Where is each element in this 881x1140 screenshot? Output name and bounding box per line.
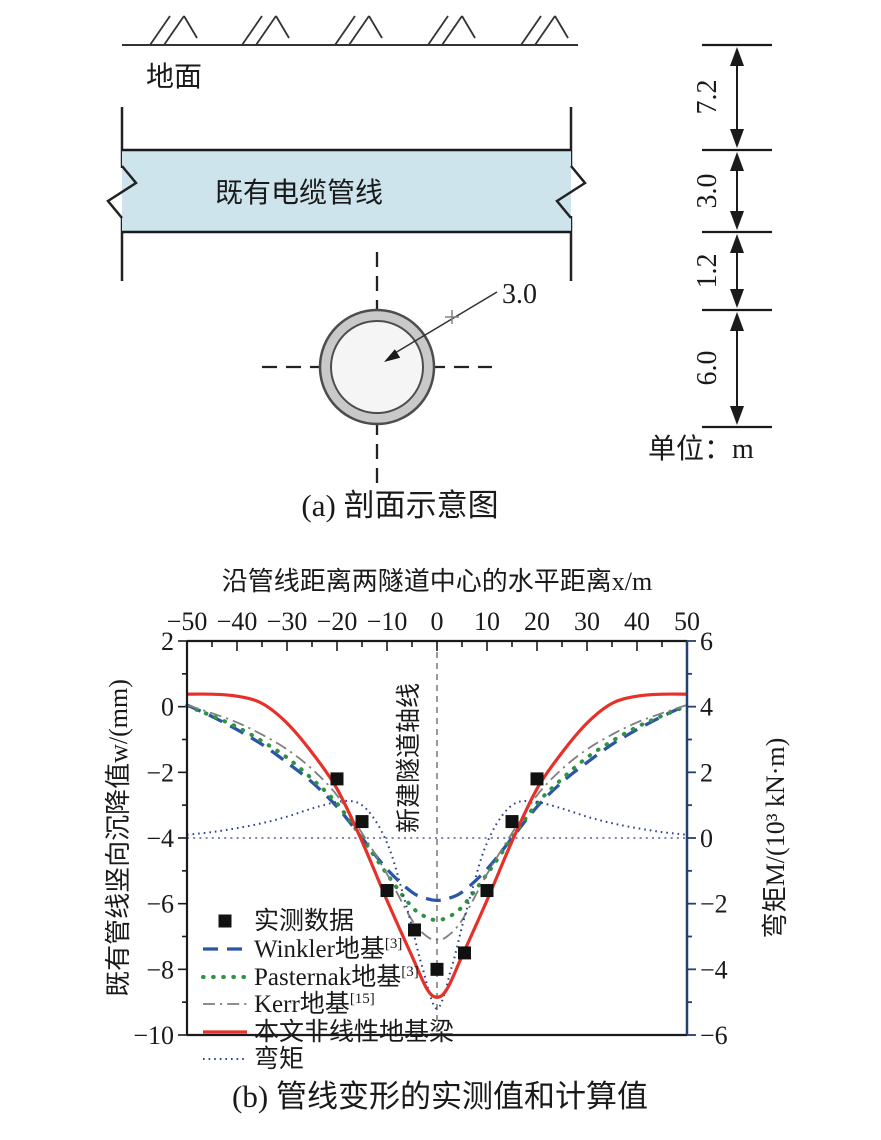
- svg-text:30: 30: [574, 607, 600, 636]
- ground-hatch-marks: [149, 15, 569, 46]
- dim-label-6-0: 6.0: [692, 351, 723, 386]
- unit-label: 单位：m: [648, 433, 754, 465]
- svg-text:−10: −10: [367, 607, 408, 636]
- chart-curves: [185, 692, 689, 1010]
- svg-text:−4: −4: [146, 824, 174, 853]
- svg-text:0: 0: [431, 607, 444, 636]
- top-axis-title: 沿管线距离两隧道中心的水平距离x/m: [222, 567, 652, 596]
- svg-text:−40: −40: [217, 607, 258, 636]
- chart-axes-ticks: −50 −40 −30 −20 −10 0 10 20 30 40 5020−2−4−6−8−106…: [133, 607, 727, 1050]
- tunnel-cross-section: 3.0: [262, 252, 537, 484]
- legend-label-moment: 弯矩: [254, 1045, 304, 1073]
- plot-frame: [185, 639, 689, 1037]
- svg-text:−20: −20: [317, 607, 358, 636]
- break-symbols: [106, 165, 587, 219]
- panel-a-section-diagram: 地面 既有电缆管线 3.0: [106, 15, 772, 523]
- svg-text:6: 6: [700, 627, 713, 656]
- panel-a-caption: (a) 剖面示意图: [301, 488, 498, 523]
- legend-markers: [201, 914, 249, 1060]
- dim-label-7-2: 7.2: [692, 80, 723, 115]
- svg-text:−50: −50: [167, 607, 208, 636]
- svg-text:0: 0: [700, 824, 713, 853]
- pipeline-label: 既有电缆管线: [215, 177, 383, 209]
- svg-text:−2: −2: [146, 758, 174, 787]
- legend-label-pasternak: Pasternak地基[3]: [254, 963, 419, 991]
- tunnel-lining-inner: [330, 320, 424, 414]
- svg-text:40: 40: [624, 607, 650, 636]
- svg-text:2: 2: [700, 758, 713, 787]
- radius-cross-mark: [445, 310, 459, 324]
- svg-text:4: 4: [700, 693, 713, 722]
- svg-text:20: 20: [524, 607, 550, 636]
- legend-label-measured: 实测数据: [254, 907, 354, 935]
- svg-text:−10: −10: [133, 1021, 174, 1050]
- svg-text:−2: −2: [700, 890, 728, 919]
- legend-label-kerr: Kerr地基[15]: [254, 990, 375, 1018]
- dim-label-3-0: 3.0: [692, 174, 723, 209]
- radius-value-label: 3.0: [502, 279, 537, 310]
- svg-text:−6: −6: [700, 1021, 728, 1050]
- dim-label-1-2: 1.2: [692, 254, 723, 289]
- svg-text:10: 10: [474, 607, 500, 636]
- radius-leader-line: [394, 291, 498, 354]
- svg-text:2: 2: [161, 627, 174, 656]
- ground-label: 地面: [146, 61, 202, 93]
- measured-data-points: [330, 772, 544, 976]
- panel-b-caption: (b) 管线变形的实测值和计算值: [232, 1079, 648, 1114]
- svg-text:−30: −30: [267, 607, 308, 636]
- svg-text:−8: −8: [146, 955, 174, 984]
- left-axis-title: 既有管线竖向沉降值w/(mm): [104, 679, 133, 997]
- cable-pipeline-band: [122, 150, 571, 232]
- dimension-chain: [702, 43, 772, 429]
- chart-legend: 实测数据 Winkler地基[3] Pasternak地基[3] Kerr地基[…: [201, 907, 454, 1073]
- legend-label-proposed: 本文非线性地基梁: [254, 1018, 454, 1046]
- panel-b-chart: 沿管线距离两隧道中心的水平距离x/m 既有管线竖向沉降值w/(mm) 弯矩M/(…: [104, 567, 790, 1114]
- svg-text:−4: −4: [700, 955, 728, 984]
- svg-text:0: 0: [161, 693, 174, 722]
- tunnel-axis-annotation: 新建隧道轴线: [395, 683, 423, 833]
- dimension-labels: 7.2 3.0 1.2 6.0: [692, 80, 723, 386]
- svg-text:50: 50: [674, 607, 700, 636]
- legend-label-winkler: Winkler地基[3]: [254, 935, 402, 963]
- reference-lines: [187, 641, 687, 1035]
- svg-text:−6: −6: [146, 890, 174, 919]
- radius-leader-arrowhead: [384, 349, 401, 362]
- right-axis-title: 弯矩M/(10³ kN·m): [761, 738, 790, 939]
